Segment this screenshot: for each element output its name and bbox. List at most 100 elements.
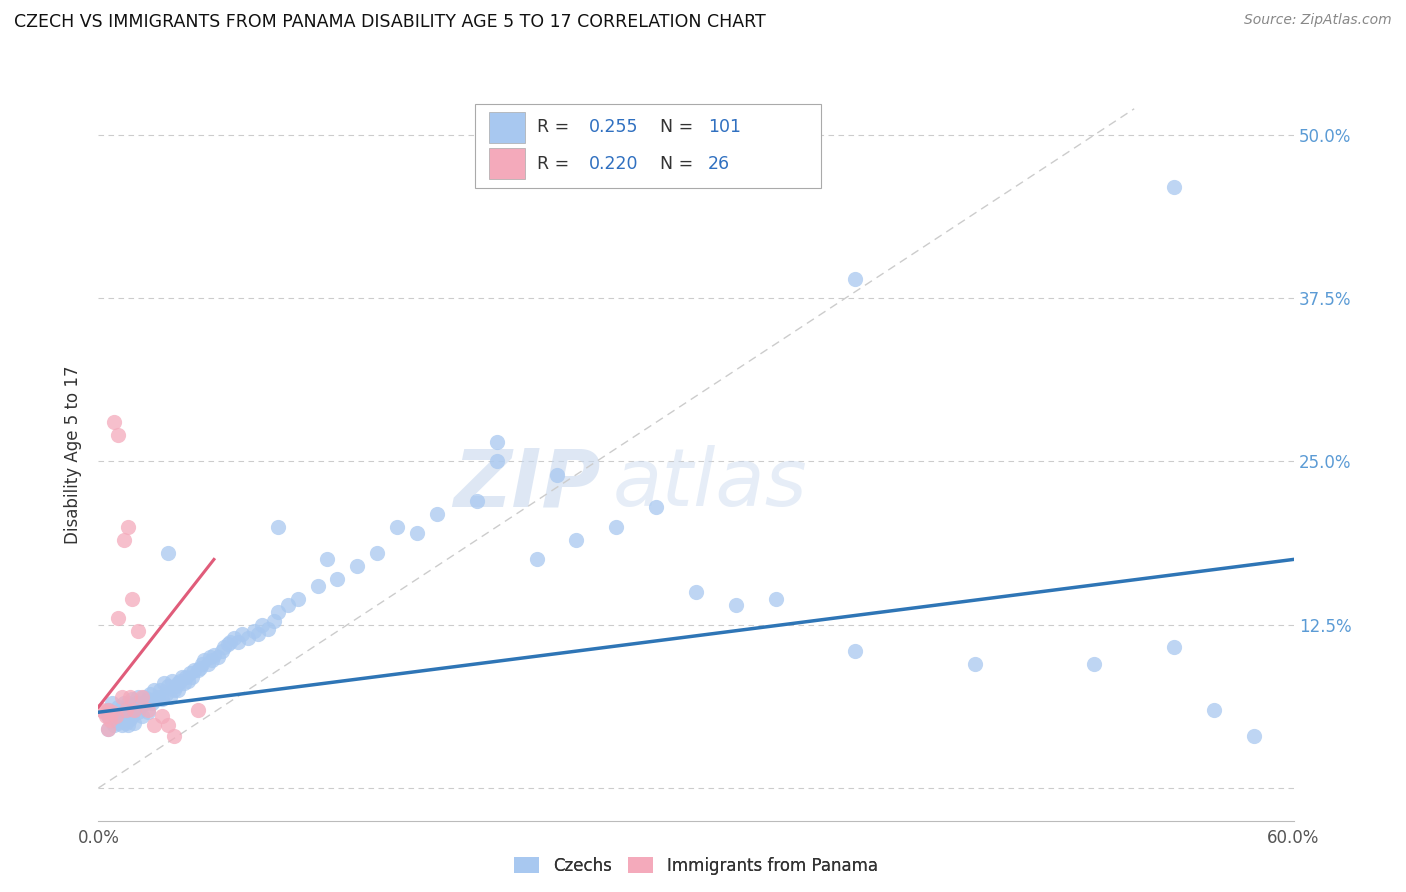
Point xyxy=(136,705,159,719)
Point xyxy=(157,546,180,560)
Point xyxy=(160,673,183,688)
Point xyxy=(100,713,122,727)
Point xyxy=(117,520,139,534)
Point xyxy=(121,591,143,606)
Text: CZECH VS IMMIGRANTS FROM PANAMA DISABILITY AGE 5 TO 17 CORRELATION CHART: CZECH VS IMMIGRANTS FROM PANAMA DISABILI… xyxy=(14,13,766,31)
Point xyxy=(103,718,125,732)
Point xyxy=(188,661,211,675)
Point xyxy=(246,627,269,641)
Point xyxy=(136,703,159,717)
Point xyxy=(111,718,134,732)
Point xyxy=(120,712,142,726)
Point xyxy=(93,705,115,719)
Point xyxy=(150,692,173,706)
Point xyxy=(107,611,129,625)
Point xyxy=(326,572,349,586)
Point xyxy=(136,692,159,706)
Point xyxy=(385,520,409,534)
Point xyxy=(243,624,266,639)
Point xyxy=(112,713,135,727)
Point xyxy=(167,683,190,698)
Point xyxy=(287,591,309,606)
Text: N =: N = xyxy=(661,119,699,136)
Point xyxy=(91,703,114,717)
Point xyxy=(207,650,229,665)
Point xyxy=(96,709,118,723)
Point xyxy=(685,585,707,599)
Text: 0.220: 0.220 xyxy=(589,155,638,173)
Point xyxy=(172,670,194,684)
Point xyxy=(149,683,172,698)
Text: ZIP: ZIP xyxy=(453,445,600,524)
Point xyxy=(97,723,120,737)
Point xyxy=(143,718,166,732)
Point xyxy=(177,673,200,688)
Point xyxy=(193,653,215,667)
Point xyxy=(155,687,177,701)
FancyBboxPatch shape xyxy=(475,103,821,188)
Point xyxy=(131,696,153,710)
Point xyxy=(159,690,181,704)
Point xyxy=(406,526,429,541)
Point xyxy=(127,705,149,719)
Text: R =: R = xyxy=(537,155,575,173)
Point xyxy=(101,696,124,710)
Point xyxy=(129,700,152,714)
Point xyxy=(163,683,186,698)
Text: R =: R = xyxy=(537,119,575,136)
Point xyxy=(97,723,120,737)
Point xyxy=(465,493,488,508)
Point xyxy=(565,533,588,547)
Point xyxy=(112,696,135,710)
Point xyxy=(183,664,205,678)
Point xyxy=(1083,657,1105,671)
Point xyxy=(105,713,128,727)
Point xyxy=(187,664,209,678)
Point xyxy=(219,634,242,648)
Point xyxy=(107,428,129,442)
Point xyxy=(267,520,290,534)
Point xyxy=(121,709,143,723)
Point xyxy=(139,687,162,701)
Text: N =: N = xyxy=(661,155,699,173)
Point xyxy=(366,546,388,560)
Point xyxy=(174,670,197,684)
Point xyxy=(107,709,129,723)
Point xyxy=(256,622,278,636)
Legend: Czechs, Immigrants from Panama: Czechs, Immigrants from Panama xyxy=(508,850,884,882)
Point xyxy=(197,657,219,671)
Point xyxy=(963,657,986,671)
Text: Source: ZipAtlas.com: Source: ZipAtlas.com xyxy=(1244,13,1392,28)
Y-axis label: Disability Age 5 to 17: Disability Age 5 to 17 xyxy=(65,366,83,544)
Point xyxy=(127,690,149,704)
Bar xyxy=(489,112,524,143)
Point xyxy=(107,715,129,730)
Point xyxy=(97,703,120,717)
Point xyxy=(485,434,508,449)
Point xyxy=(217,637,239,651)
Point xyxy=(165,679,187,693)
Point xyxy=(117,718,139,732)
Point xyxy=(250,617,273,632)
Point xyxy=(97,703,120,717)
Point xyxy=(346,558,368,573)
Point xyxy=(316,552,339,566)
Point xyxy=(226,634,249,648)
Point xyxy=(111,705,134,719)
Point xyxy=(131,709,153,723)
Point xyxy=(485,454,508,468)
Point xyxy=(231,627,253,641)
Point xyxy=(105,709,128,723)
Point xyxy=(1163,640,1185,654)
Point xyxy=(163,729,186,743)
Point xyxy=(110,703,132,717)
Point xyxy=(145,692,167,706)
Point xyxy=(120,698,142,713)
Point xyxy=(115,715,138,730)
Point xyxy=(263,614,285,628)
Point xyxy=(157,718,180,732)
Point xyxy=(153,676,176,690)
Point xyxy=(125,696,148,710)
Point xyxy=(148,690,170,704)
Point xyxy=(277,598,299,612)
